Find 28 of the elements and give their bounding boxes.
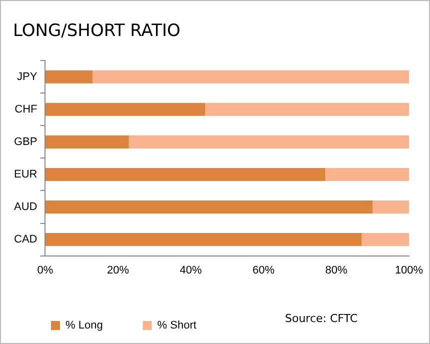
bar: [205, 102, 409, 116]
bar: [45, 135, 129, 148]
bar: [362, 233, 409, 246]
x-tick-label: 80%: [325, 264, 348, 276]
y-tick-label: JPY: [17, 70, 38, 83]
bar: [45, 200, 373, 214]
bar: [325, 168, 409, 181]
legend-label: % Short: [157, 320, 196, 332]
x-tick-label: 60%: [252, 264, 275, 276]
x-tick-label: 100%: [394, 264, 424, 276]
y-tick-label: CHF: [14, 103, 38, 116]
y-tick-label: CAD: [14, 234, 38, 246]
bar: [45, 233, 362, 246]
x-tick-label: 0%: [37, 264, 54, 276]
bar: [372, 200, 409, 214]
x-tick-label: 20%: [106, 264, 130, 276]
source-note: Source: CFTC: [285, 312, 358, 325]
bar: [45, 70, 93, 84]
chart-title: LONG/SHORT RATIO: [13, 21, 180, 41]
y-tick-label: EUR: [14, 168, 38, 180]
bar: [45, 102, 206, 116]
bar: [45, 168, 326, 181]
bar: [92, 70, 409, 84]
y-tick-label: GBP: [14, 136, 38, 148]
y-tick-label: AUD: [14, 201, 38, 214]
bar: [128, 135, 409, 148]
legend-label: % Long: [66, 320, 103, 332]
x-tick-label: 40%: [180, 264, 202, 276]
